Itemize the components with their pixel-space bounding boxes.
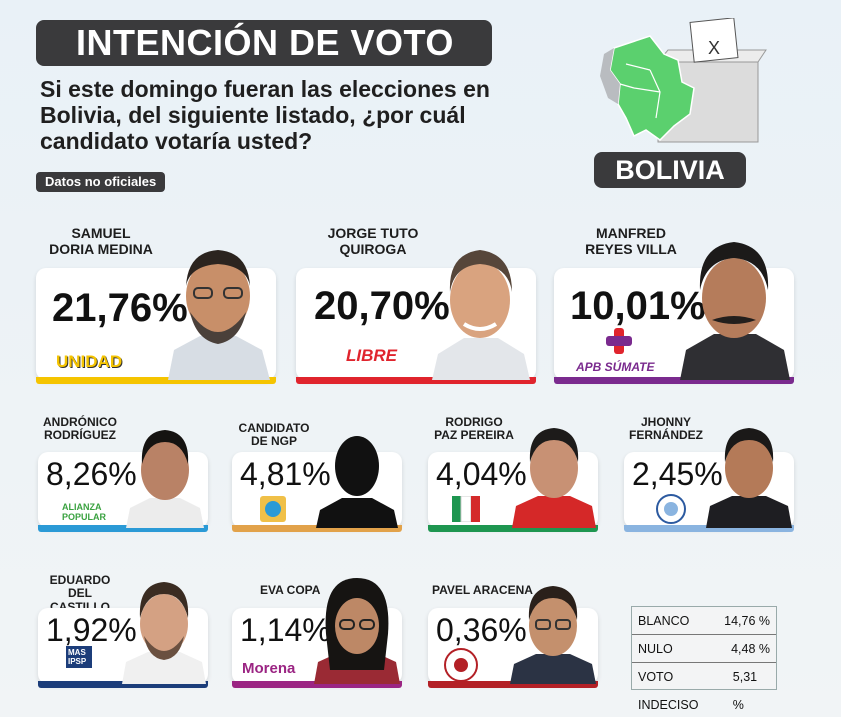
- candidate-photo: [512, 428, 596, 528]
- libre-logo: LIBRE: [346, 346, 397, 365]
- party-color-bar: [232, 681, 402, 688]
- morena-logo: Morena: [242, 660, 296, 677]
- candidate-percentage: 1,92%: [46, 612, 137, 648]
- candidate-name: ANDRÓNICO RODRÍGUEZ: [43, 415, 117, 443]
- candidate-photo: [168, 250, 270, 380]
- survey-question: Si este domingo fueran las elecciones en…: [40, 76, 490, 154]
- page-title: INTENCIÓN DE VOTO: [36, 20, 492, 66]
- bolivia-map-ballot-box-icon: X: [600, 18, 767, 143]
- result-value: 14,76 %: [724, 614, 770, 628]
- candidate-photo: [432, 250, 530, 380]
- silhouette-photo: [316, 436, 398, 528]
- result-value: 5,31 %: [732, 670, 758, 712]
- pdc-logo-icon: [452, 496, 480, 522]
- candidate-photo: [126, 430, 204, 528]
- candidate-photo: [314, 578, 400, 684]
- candidate-name: MANFRED REYES VILLA: [585, 225, 677, 257]
- ucs-logo-icon: [656, 494, 686, 524]
- result-row-nulo: NULO 4,48 %: [632, 635, 776, 663]
- result-row-indeciso: VOTO INDECISO 5,31 %: [632, 663, 776, 712]
- country-label: BOLIVIA: [594, 152, 746, 188]
- candidate-name: JHONNY FERNÁNDEZ: [629, 415, 703, 443]
- candidate-name: EVA COPA: [260, 583, 321, 597]
- party-color-bar: [38, 681, 208, 688]
- alianza-popular-logo: ALIANZA POPULAR: [62, 502, 107, 522]
- candidate-percentage: 1,14%: [240, 612, 331, 648]
- party-color-bar: [232, 525, 402, 532]
- mas-ipsp-logo: MAS IPSP: [66, 646, 92, 668]
- candidate-photo: [510, 586, 596, 684]
- candidate-percentage: 10,01%: [570, 284, 706, 328]
- libertad-progreso-logo-icon: [444, 648, 478, 682]
- candidate-name: CANDIDATO DE NGP: [238, 421, 310, 449]
- candidate-percentage: 0,36%: [436, 612, 527, 648]
- party-color-bar: [36, 377, 276, 384]
- party-color-bar: [624, 525, 794, 532]
- candidate-percentage: 20,70%: [314, 284, 450, 328]
- result-row-blanco: BLANCO 14,76 %: [632, 607, 776, 635]
- other-results-table: BLANCO 14,76 % NULO 4,48 % VOTO INDECISO…: [631, 606, 777, 712]
- party-color-bar: [38, 525, 208, 532]
- candidate-percentage: 21,76%: [52, 286, 188, 330]
- candidate-photo: [680, 242, 790, 380]
- result-value: 4,48 %: [731, 642, 770, 656]
- svg-text:X: X: [708, 38, 720, 58]
- candidate-name: JORGE TUTO QUIROGA: [327, 225, 419, 257]
- candidate-percentage: 4,81%: [240, 456, 331, 492]
- party-color-bar: [428, 525, 598, 532]
- candidate-percentage: 8,26%: [46, 456, 137, 492]
- candidate-photo: [122, 582, 206, 684]
- candidate-card-paz-pereira: 4,04%: [428, 452, 598, 532]
- ngp-logo-icon: [260, 496, 286, 522]
- candidate-name: RODRIGO PAZ PEREIRA: [434, 415, 514, 443]
- sumate-plus-icon: [606, 328, 632, 354]
- result-label: NULO: [638, 642, 673, 656]
- unofficial-data-tag: Datos no oficiales: [36, 172, 166, 192]
- candidate-name: SAMUEL DORIA MEDINA: [49, 225, 153, 257]
- unidad-logo: UNIDAD: [56, 352, 123, 371]
- candidate-percentage: 2,45%: [632, 456, 723, 492]
- candidate-name: PAVEL ARACENA: [432, 583, 533, 597]
- party-color-bar: [428, 681, 598, 688]
- candidate-percentage: 4,04%: [436, 456, 527, 492]
- result-label: VOTO INDECISO: [638, 670, 699, 712]
- party-color-bar: [296, 377, 536, 384]
- candidate-photo: [706, 428, 792, 528]
- sumate-logo: APB SÚMATE: [576, 360, 655, 374]
- result-label: BLANCO: [638, 614, 690, 628]
- party-color-bar: [554, 377, 794, 384]
